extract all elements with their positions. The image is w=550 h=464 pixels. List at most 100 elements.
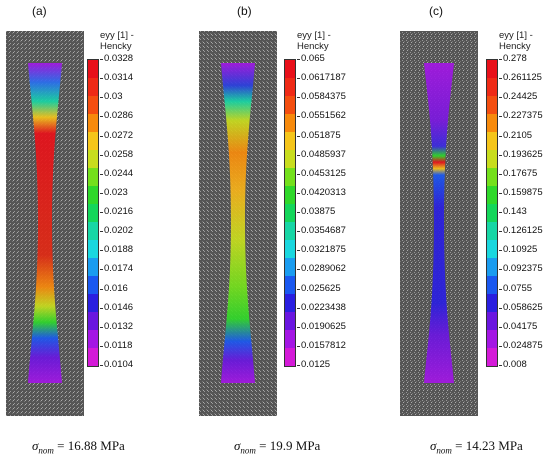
colorbar-tick-label: 0.0202: [99, 225, 134, 237]
colorbar-tick-label: 0.193625: [499, 148, 543, 160]
colorbar-band: [285, 330, 295, 348]
legend-title: eyy [1] - Hencky: [499, 30, 533, 52]
colorbar-tick-label: 0.0157812: [297, 339, 346, 351]
colorbar-band: [487, 96, 497, 114]
colorbar-tick-label: 0.126125: [499, 225, 543, 237]
legend-title: eyy [1] - Hencky: [100, 30, 134, 52]
colorbar-tick-label: 0.0174: [99, 263, 134, 275]
colorbar-band: [487, 132, 497, 150]
colorbar-tick-label: 0.0453125: [297, 167, 346, 179]
colorbar-tick-label: 0.03875: [296, 206, 336, 217]
colorbar-tick-label: 0.0244: [99, 167, 134, 179]
panel-c: (c): [392, 0, 550, 464]
colorbar: [87, 59, 99, 367]
colorbar-tick-label: 0.278: [499, 53, 527, 64]
colorbar-tick-label: 0.024875: [499, 339, 543, 351]
colorbar-tick-label: 0.159875: [499, 186, 543, 198]
colorbar-band: [487, 240, 497, 258]
specimen-image: [199, 31, 277, 416]
colorbar-band: [285, 348, 295, 366]
colorbar-band: [88, 222, 98, 240]
sigma-subscript: nom: [240, 445, 256, 456]
colorbar-band: [88, 150, 98, 168]
colorbar-tick-label: 0.0617187: [297, 72, 346, 84]
colorbar-band: [285, 186, 295, 204]
colorbar-tick-label: 0.065: [297, 53, 325, 64]
colorbar-band: [487, 294, 497, 312]
colorbar-band: [285, 276, 295, 294]
colorbar-tick-label: 0.04175: [498, 320, 538, 332]
colorbar-tick-label: 0.051875: [297, 129, 341, 141]
colorbar-band: [285, 96, 295, 114]
colorbar-band: [88, 330, 98, 348]
colorbar-tick-label: 0.058625: [499, 301, 543, 313]
colorbar-tick-label: 0.0190625: [297, 320, 346, 332]
colorbar-tick-label: 0.0132: [99, 320, 134, 332]
colorbar-band: [487, 60, 497, 78]
colorbar-band: [88, 204, 98, 222]
colorbar-tick-label: 0.0289062: [297, 263, 346, 275]
colorbar-band: [285, 294, 295, 312]
colorbar-band: [88, 186, 98, 204]
sigma-subscript: nom: [436, 445, 452, 456]
colorbar-tick-label: 0.24425: [498, 91, 538, 103]
colorbar-tick-label: 0.025625: [297, 282, 341, 294]
colorbar-tick-label: 0.0420313: [297, 186, 346, 198]
legend-title: eyy [1] - Hencky: [297, 30, 331, 52]
colorbar-tick-label: 0.0584375: [297, 91, 346, 103]
colorbar-band: [487, 276, 497, 294]
colorbar-tick-label: 0.0258: [99, 148, 134, 160]
colorbar-band: [285, 132, 295, 150]
colorbar-tick-label: 0.0272: [99, 129, 134, 141]
colorbar-tick-label: 0.0755: [498, 282, 533, 294]
colorbar-band: [285, 168, 295, 186]
colorbar-tick-label: 0.03: [100, 91, 123, 103]
colorbar-tick-label: 0.0223438: [297, 301, 346, 313]
colorbar-tick-label: 0.0354687: [297, 225, 346, 237]
colorbar-tick-label: 0.0216: [99, 206, 134, 217]
colorbar-band: [88, 132, 98, 150]
panel-a: (a): [0, 0, 183, 464]
colorbar-band: [285, 258, 295, 276]
colorbar-band: [487, 330, 497, 348]
colorbar-tick-label: 0.092375: [499, 263, 543, 275]
colorbar-tick-label: 0.0321875: [297, 244, 346, 256]
colorbar-band: [487, 204, 497, 222]
colorbar: [284, 59, 296, 367]
colorbar-band: [88, 312, 98, 330]
colorbar-tick-label: 0.008: [499, 359, 527, 370]
colorbar-tick-label: 0.0104: [99, 359, 134, 370]
colorbar-band: [88, 78, 98, 96]
colorbar-band: [285, 222, 295, 240]
colorbar-band: [88, 60, 98, 78]
caption: σnom = 16.88 MPa: [32, 438, 125, 456]
colorbar-band: [88, 96, 98, 114]
colorbar-tick-label: 0.2105: [498, 129, 533, 141]
colorbar-band: [88, 348, 98, 366]
sigma-subscript: nom: [38, 445, 54, 456]
panel-label: (a): [32, 4, 47, 18]
colorbar-band: [88, 258, 98, 276]
sigma-symbol: σ: [32, 438, 39, 453]
colorbar-band: [88, 240, 98, 258]
colorbar-band: [285, 78, 295, 96]
colorbar-band: [487, 258, 497, 276]
sigma-symbol: σ: [430, 438, 437, 453]
caption-value: = 14.23 MPa: [451, 438, 523, 453]
colorbar-band: [285, 150, 295, 168]
colorbar-band: [285, 312, 295, 330]
colorbar-band: [487, 150, 497, 168]
colorbar-tick-label: 0.0146: [99, 301, 134, 313]
colorbar-tick-label: 0.016: [100, 282, 128, 294]
colorbar-tick-label: 0.17675: [498, 167, 538, 179]
colorbar-band: [285, 240, 295, 258]
caption-value: = 16.88 MPa: [53, 438, 125, 453]
colorbar-tick-label: 0.143: [499, 206, 527, 217]
colorbar-band: [487, 114, 497, 132]
colorbar-band: [285, 114, 295, 132]
specimen-image: [400, 31, 478, 416]
colorbar-band: [487, 222, 497, 240]
panel-label: (c): [429, 4, 443, 18]
colorbar-band: [285, 60, 295, 78]
colorbar-tick-label: 0.0314: [99, 72, 134, 84]
